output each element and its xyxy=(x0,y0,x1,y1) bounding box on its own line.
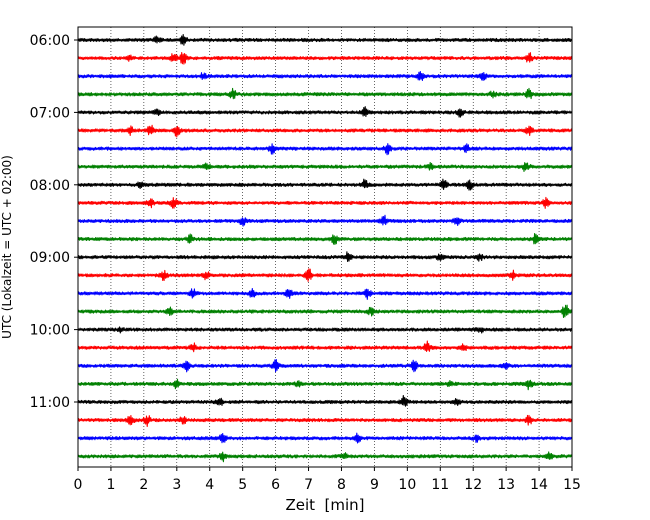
x-axis-label: Zeit [min] xyxy=(285,496,364,514)
x-tick-label: 9 xyxy=(370,477,379,493)
y-axis: 06:00 07:00 08:00 09:00 10:00 11:00 xyxy=(30,33,78,411)
trace-0830 xyxy=(77,214,573,227)
trace-0715 xyxy=(77,124,573,138)
trace-0615 xyxy=(77,51,573,65)
x-tick-label: 11 xyxy=(431,477,449,493)
trace-0800 xyxy=(77,178,573,191)
trace-0815 xyxy=(77,196,573,209)
x-tick-label: 13 xyxy=(497,477,515,493)
y-tick-label: 06:00 xyxy=(30,33,70,49)
trace-1030 xyxy=(77,358,573,373)
trace-1000 xyxy=(77,326,573,334)
x-tick-label: 4 xyxy=(205,477,214,493)
trace-0730 xyxy=(77,143,573,156)
trace-1045 xyxy=(77,378,573,391)
trace-0645 xyxy=(77,87,573,100)
x-tick-label: 15 xyxy=(563,477,581,493)
trace-1130 xyxy=(77,432,573,444)
x-tick-label: 8 xyxy=(337,477,346,493)
y-tick-label: 10:00 xyxy=(30,323,70,339)
trace-1145 xyxy=(77,451,573,463)
y-tick-label: 08:00 xyxy=(30,178,70,194)
trace-0900 xyxy=(77,251,573,262)
trace-0945 xyxy=(77,304,573,319)
seismic-traces xyxy=(77,34,573,463)
x-axis: 0 1 2 3 4 5 6 7 8 9 10 11 12 13 14 15 xyxy=(74,467,581,493)
trace-0630 xyxy=(77,70,573,82)
x-tick-label: 10 xyxy=(398,477,416,493)
trace-0845 xyxy=(77,233,573,246)
x-tick-label: 14 xyxy=(530,477,548,493)
y-tick-label: 07:00 xyxy=(30,105,70,121)
y-tick-label: 11:00 xyxy=(30,395,70,411)
trace-0745 xyxy=(77,161,573,173)
x-tick-label: 6 xyxy=(271,477,280,493)
trace-1015 xyxy=(77,340,573,353)
x-tick-label: 3 xyxy=(172,477,181,493)
x-tick-label: 12 xyxy=(464,477,482,493)
trace-0915 xyxy=(77,268,573,282)
trace-1115 xyxy=(77,414,573,428)
x-tick-label: 0 xyxy=(74,477,83,493)
plot-frame xyxy=(77,26,573,468)
grid-lines xyxy=(110,27,540,467)
y-axis-label: UTC (Lokalzeit = UTC + 02:00) xyxy=(0,155,14,339)
trace-0700 xyxy=(77,106,573,118)
x-tick-label: 7 xyxy=(304,477,313,493)
trace-0600 xyxy=(77,34,573,46)
y-tick-label: 09:00 xyxy=(30,250,70,266)
trace-1100 xyxy=(77,395,573,407)
x-tick-label: 2 xyxy=(139,477,148,493)
trace-0930 xyxy=(77,287,573,300)
x-tick-label: 1 xyxy=(106,477,115,493)
x-tick-label: 5 xyxy=(238,477,247,493)
